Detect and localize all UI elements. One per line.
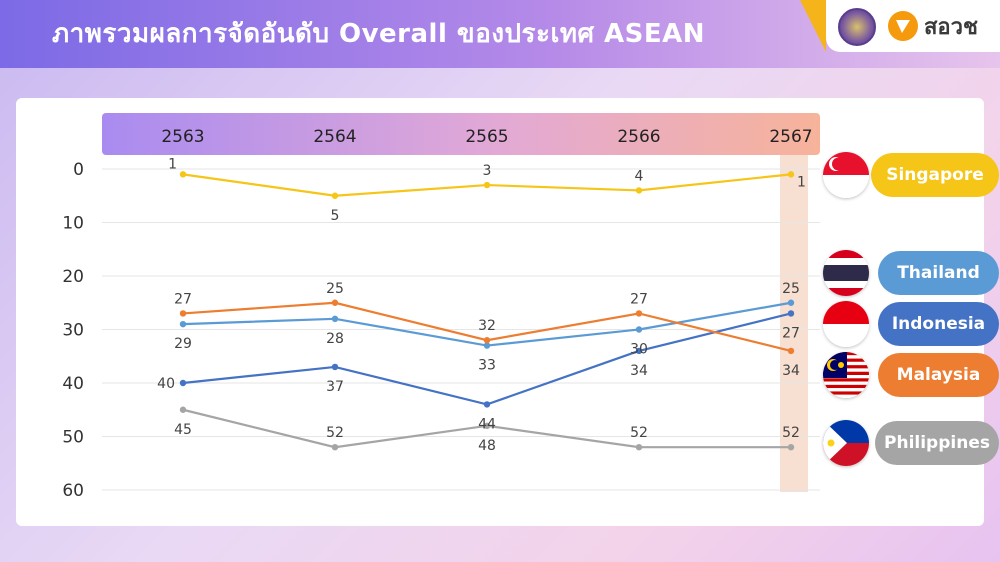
data-point-singapore [635,187,643,194]
data-label: 25 [782,281,800,297]
highlight-column [780,155,808,492]
data-point-philippines [483,422,491,429]
data-point-singapore [787,171,795,178]
data-label: 37 [326,379,344,395]
y-tick-label: 50 [62,428,84,448]
brand-logo-icon [888,11,918,41]
logo-accent [800,0,826,52]
data-label: 3 [483,163,492,179]
indonesia-flag-icon [823,301,869,347]
data-point-indonesia [787,310,795,317]
data-label: 32 [478,318,496,334]
data-label: 34 [630,363,648,379]
malaysia-flag-icon [823,352,869,398]
data-point-malaysia [635,310,643,317]
data-point-thailand [635,326,643,333]
data-point-thailand [179,320,187,328]
data-point-singapore [483,181,491,189]
data-label: 48 [478,438,496,454]
legend-pill-thailand: Thailand [878,251,999,295]
data-label: 52 [326,425,344,441]
data-label: 27 [630,291,648,307]
y-tick-label: 40 [62,374,84,394]
data-label: 27 [174,291,192,307]
page-title: ภาพรวมผลการจัดอันดับ Overall ของประเทศ A… [52,19,706,49]
data-label: 30 [630,342,648,358]
legend-pill-philippines: Philippines [875,421,999,465]
x-category-label: 2565 [465,127,508,147]
x-category-label: 2567 [769,127,812,147]
data-label: 29 [174,336,192,352]
data-label: 44 [478,416,496,432]
data-label: 40 [157,376,175,392]
data-label: 28 [326,331,344,347]
data-point-indonesia [635,347,643,355]
data-point-philippines [635,444,643,451]
data-label: 25 [326,281,344,297]
y-tick-label: 20 [62,267,84,287]
data-point-malaysia [787,347,795,355]
data-label: 45 [174,422,192,438]
data-label: 52 [630,425,648,441]
data-point-thailand [787,299,795,306]
data-label: 52 [782,425,800,441]
singapore-flag-icon [823,152,869,198]
philippines-flag-icon [823,420,869,466]
data-point-singapore [179,171,187,178]
x-category-label: 2564 [313,127,356,147]
x-category-label: 2566 [617,127,660,147]
data-point-malaysia [483,337,491,344]
data-point-philippines [331,444,339,451]
y-tick-label: 30 [62,321,84,341]
ministry-seal-logo [838,8,876,46]
data-label: 27 [782,325,800,341]
data-label: 1 [797,174,806,190]
data-label: 33 [478,358,496,374]
data-point-indonesia [331,363,339,371]
legend-pill-indonesia: Indonesia [878,302,999,346]
y-tick-label: 10 [62,214,84,234]
y-tick-label: 0 [73,160,84,180]
thailand-flag-icon [823,250,869,296]
data-point-malaysia [179,310,187,317]
legend-pill-malaysia: Malaysia [878,353,999,397]
data-point-indonesia [483,401,491,408]
data-point-philippines [179,406,187,413]
data-point-philippines [787,444,795,451]
x-category-label: 2563 [161,127,204,147]
year-header-bar [102,113,820,155]
y-tick-label: 60 [62,481,84,501]
brand-logo-text: สอวช [924,15,978,40]
data-label: 5 [331,208,340,224]
data-point-indonesia [179,379,187,387]
data-label: 4 [635,168,644,184]
data-point-thailand [331,315,339,322]
data-label: 1 [168,156,177,172]
legend-pill-singapore: Singapore [871,153,999,197]
data-point-thailand [483,342,491,349]
data-point-singapore [331,192,339,199]
data-label: 34 [782,363,800,379]
data-point-malaysia [331,299,339,306]
